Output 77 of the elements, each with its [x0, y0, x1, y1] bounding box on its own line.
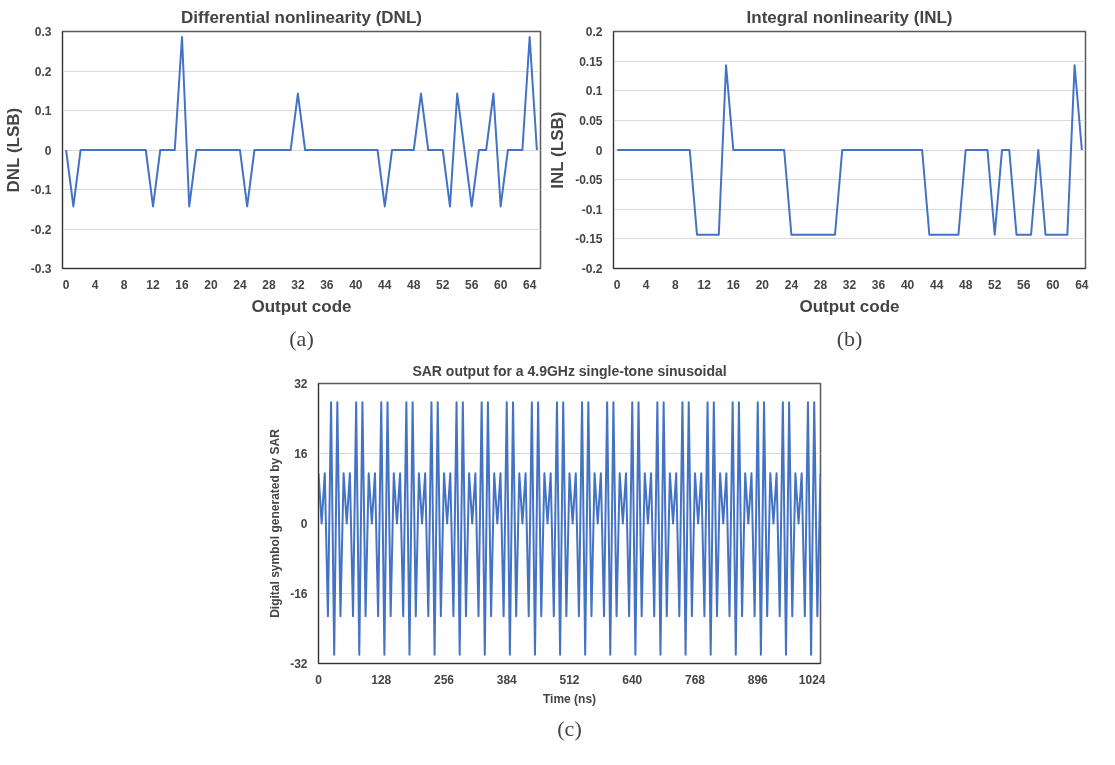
x-axis-title: Output code: [799, 296, 900, 316]
y-axis-title: Digital symbol generated by SAR: [268, 428, 283, 618]
x-tick-label: 16: [175, 277, 189, 292]
x-tick-label: 36: [871, 277, 886, 292]
x-tick-label: 24: [233, 277, 247, 292]
x-tick-label: 8: [120, 277, 128, 292]
y-tick-label: 0: [44, 143, 52, 158]
text: (a): [289, 325, 314, 351]
x-tick-label: 4: [91, 277, 99, 292]
x-tick-label: 0: [62, 277, 70, 292]
x-tick-label: 40: [349, 277, 363, 292]
y-tick-label: 0.05: [579, 113, 603, 128]
x-tick-label: 44: [929, 277, 944, 292]
x-tick-label: 28: [813, 277, 828, 292]
x-axis-title: Output code: [251, 296, 352, 316]
x-tick-label: 56: [1017, 277, 1031, 292]
y-tick-label: -0.2: [581, 262, 603, 276]
x-tick-label: 24: [784, 277, 799, 292]
y-tick-label: 0.3: [34, 25, 52, 39]
y-tick-label: -0.05: [575, 173, 603, 188]
y-tick-label: 0.2: [585, 25, 603, 39]
x-tick-label: 640: [622, 672, 643, 687]
text: (b): [836, 325, 863, 351]
x-tick-label: 56: [465, 277, 479, 292]
x-tick-label: 1024: [798, 672, 826, 687]
x-tick-label: 60: [493, 277, 508, 292]
y-tick-label: 16: [294, 447, 308, 461]
x-tick-label: 8: [671, 277, 679, 292]
x-tick-label: 12: [697, 277, 712, 292]
x-tick-label: 20: [204, 277, 218, 292]
chart-title: SAR output for a 4.9GHz single-tone sinusoidal: [412, 362, 727, 379]
y-tick-label: -32: [290, 657, 308, 671]
y-axis-title: INL (LSB): [548, 111, 568, 189]
chart-title: Differential nonlinearity (DNL): [181, 7, 422, 27]
x-tick-label: 256: [433, 672, 455, 687]
x-tick-label: 512: [559, 672, 580, 687]
x-tick-label: 64: [522, 277, 537, 292]
x-tick-label: 40: [900, 277, 915, 292]
x-tick-label: 12: [146, 277, 161, 292]
x-tick-label: 20: [755, 277, 770, 292]
y-tick-label: 0: [595, 143, 603, 158]
chart-title: Integral nonlinearity (INL): [746, 7, 953, 27]
x-tick-label: 52: [988, 277, 1002, 292]
y-tick-label: 0.15: [579, 54, 603, 69]
x-tick-label: 32: [842, 277, 857, 292]
y-tick-label: -0.3: [30, 262, 52, 276]
x-axis-title: Time (ns): [542, 691, 597, 706]
text: (c): [557, 715, 582, 741]
y-tick-label: 0: [300, 517, 308, 531]
x-tick-label: 0: [613, 277, 621, 292]
y-tick-label: -0.15: [575, 232, 603, 247]
y-tick-label: -0.1: [581, 202, 603, 217]
x-tick-label: 768: [684, 672, 706, 687]
y-tick-label: -0.2: [30, 222, 52, 237]
x-tick-label: 28: [262, 277, 276, 292]
x-tick-label: 44: [378, 277, 392, 292]
x-tick-label: 16: [726, 277, 741, 292]
line-series: [65, 36, 538, 208]
y-tick-label: -0.1: [30, 183, 52, 197]
y-axis-title: DNL (LSB): [3, 107, 23, 193]
x-tick-label: 48: [407, 277, 421, 292]
y-tick-label: 0.1: [34, 104, 52, 118]
y-tick-label: -16: [290, 587, 308, 601]
x-tick-label: 64: [1075, 277, 1089, 292]
x-tick-label: 36: [320, 277, 334, 292]
x-tick-label: 384: [496, 672, 518, 687]
y-tick-label: 0.2: [34, 64, 52, 79]
y-tick-label: 0.1: [585, 84, 603, 99]
x-tick-label: 60: [1046, 277, 1060, 292]
y-tick-label: 32: [294, 377, 308, 391]
x-tick-label: 4: [642, 277, 650, 292]
line-series: [318, 401, 821, 656]
x-tick-label: 48: [959, 277, 973, 292]
x-tick-label: 128: [371, 672, 392, 687]
x-tick-label: 896: [747, 672, 769, 687]
x-tick-label: 52: [436, 277, 450, 292]
x-tick-label: 0: [315, 672, 323, 687]
